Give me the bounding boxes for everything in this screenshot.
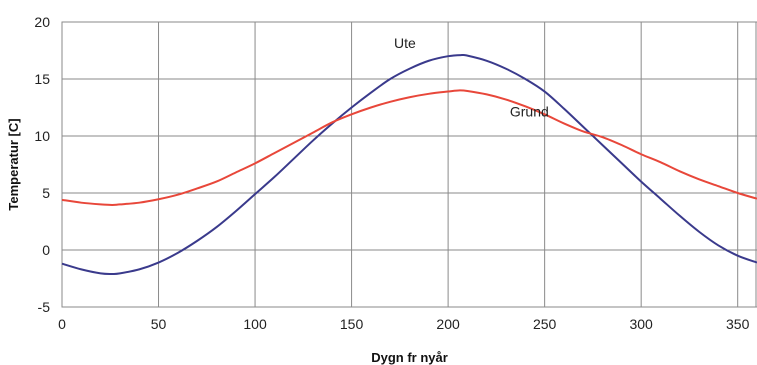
y-tick-label: 15	[34, 71, 50, 87]
y-axis-tick-labels: -5 0 5 10 15 20	[34, 14, 50, 315]
y-axis-title: Temperatur [C]	[6, 118, 21, 210]
y-tick-label: -5	[38, 299, 51, 315]
x-axis-tick-labels: 0 50 100 150 200 250 300 350	[58, 316, 749, 332]
x-tick-label: 0	[58, 316, 66, 332]
x-tick-label: 300	[629, 316, 653, 332]
series-annotations: Ute Grund	[394, 35, 549, 119]
series-lines	[61, 53, 757, 275]
x-tick-label: 350	[726, 316, 750, 332]
y-tick-label: 5	[42, 185, 50, 201]
x-tick-label: 250	[533, 316, 557, 332]
grid-lines	[61, 21, 757, 308]
y-tick-label: 10	[34, 128, 50, 144]
x-tick-label: 50	[151, 316, 167, 332]
x-tick-label: 100	[243, 316, 267, 332]
series-line-grund	[61, 89, 757, 206]
x-tick-label: 200	[436, 316, 460, 332]
series-label-ute: Ute	[394, 35, 416, 51]
plot-area-frame	[61, 21, 757, 308]
x-axis-title: Dygn fr nyår	[371, 350, 448, 365]
x-tick-label: 150	[340, 316, 364, 332]
series-line-ute	[61, 53, 757, 275]
y-tick-label: 0	[42, 242, 50, 258]
series-label-grund: Grund	[510, 104, 549, 120]
y-tick-label: 20	[34, 14, 50, 30]
